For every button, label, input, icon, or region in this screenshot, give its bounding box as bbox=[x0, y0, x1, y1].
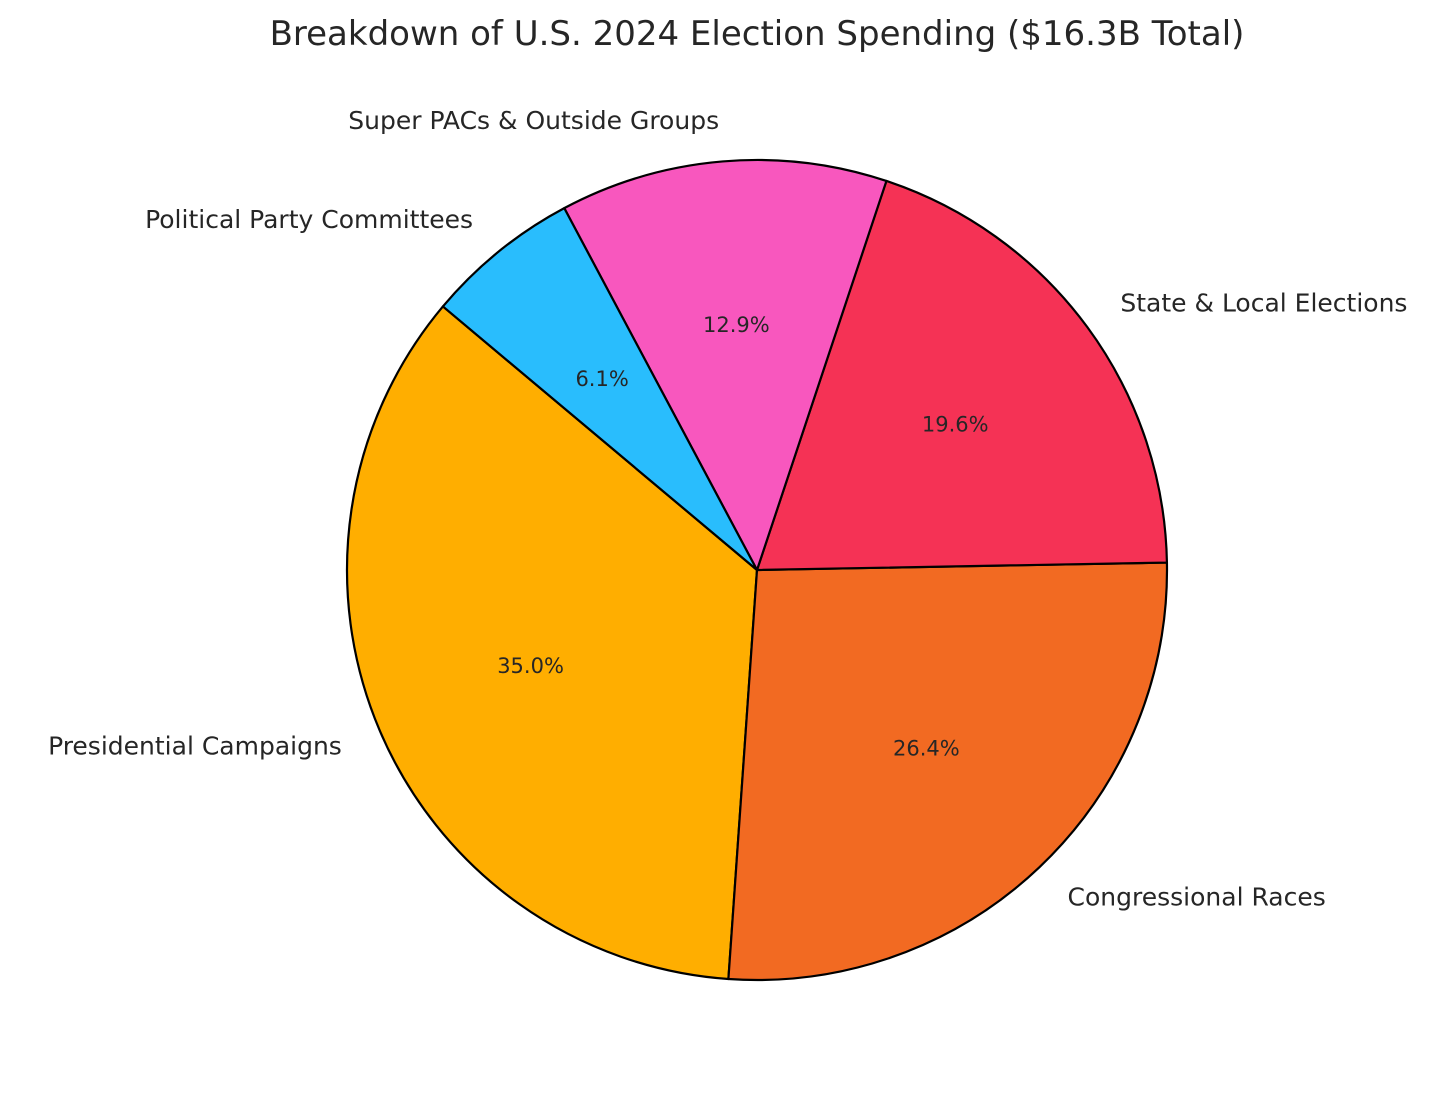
slice-label-congressional-races: Congressional Races bbox=[1068, 883, 1326, 912]
slice-label-presidential-campaigns: Presidential Campaigns bbox=[48, 732, 342, 761]
slice-label-political-party-committees: Political Party Committees bbox=[145, 205, 473, 234]
pct-label-congressional-races: 26.4% bbox=[893, 736, 960, 760]
pie-slice-presidential-campaigns bbox=[345, 305, 759, 981]
pct-label-presidential-campaigns: 35.0% bbox=[497, 654, 564, 678]
pie-slice-super-pacs-and-outside-groups bbox=[563, 158, 888, 572]
pie-slice-congressional-races bbox=[727, 561, 1169, 982]
pie-slices bbox=[345, 158, 1169, 982]
slice-label-state-and-local-elections: State & Local Elections bbox=[1120, 288, 1407, 317]
pie-labels: 35.0% Presidential Campaigns 26.4% Congress… bbox=[48, 106, 1407, 911]
pie-slice-state-and-local-elections bbox=[755, 179, 1169, 572]
pct-label-super-pacs-and-outside-groups: 12.9% bbox=[703, 313, 770, 337]
pie-slice-political-party-committees bbox=[441, 207, 759, 572]
chart-title: Breakdown of U.S. 2024 Election Spending… bbox=[270, 14, 1245, 54]
pct-label-state-and-local-elections: 19.6% bbox=[922, 412, 989, 436]
slice-label-super-pacs-and-outside-groups: Super PACs & Outside Groups bbox=[348, 106, 719, 135]
pct-label-political-party-committees: 6.1% bbox=[575, 367, 628, 391]
